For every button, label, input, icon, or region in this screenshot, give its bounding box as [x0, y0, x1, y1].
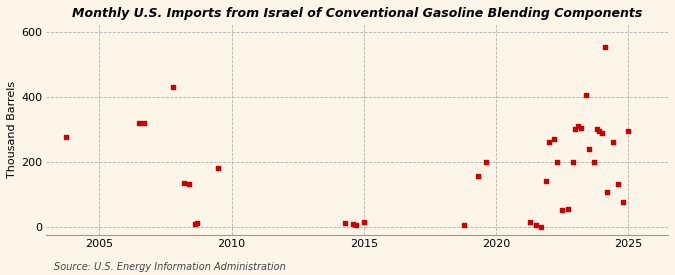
Point [480, 160, 491, 164]
Point [570, 127, 581, 131]
Point [602, 190, 613, 195]
Point [594, 129, 605, 133]
Point [350, 223, 361, 227]
Point [168, 85, 179, 89]
Point [525, 219, 536, 224]
Point [189, 222, 200, 226]
Point [549, 137, 560, 141]
Y-axis label: Thousand Barrels: Thousand Barrels [7, 81, 17, 178]
Point [541, 179, 551, 183]
Point [597, 130, 608, 135]
Point [139, 121, 150, 126]
Point [589, 160, 599, 164]
Point [562, 207, 573, 211]
Text: Source: U.S. Energy Information Administration: Source: U.S. Energy Information Administ… [54, 262, 286, 272]
Point [459, 223, 470, 227]
Point [607, 140, 618, 144]
Point [179, 181, 190, 185]
Point [580, 93, 591, 97]
Point [591, 127, 602, 131]
Point [599, 44, 610, 49]
Point [192, 221, 202, 226]
Point [543, 140, 554, 144]
Point [134, 120, 144, 125]
Point [612, 182, 623, 186]
Point [557, 208, 568, 213]
Point [551, 160, 562, 164]
Title: Monthly U.S. Imports from Israel of Conventional Gasoline Blending Components: Monthly U.S. Imports from Israel of Conv… [72, 7, 643, 20]
Point [340, 221, 351, 225]
Point [623, 129, 634, 133]
Point [184, 182, 194, 186]
Point [531, 223, 541, 227]
Point [536, 224, 547, 229]
Point [618, 200, 628, 204]
Point [358, 219, 369, 224]
Point [583, 147, 594, 151]
Point [568, 160, 578, 164]
Point [572, 124, 583, 128]
Point [61, 135, 72, 140]
Point [575, 125, 586, 130]
Point [213, 166, 223, 170]
Point [472, 174, 483, 178]
Point [348, 222, 358, 226]
